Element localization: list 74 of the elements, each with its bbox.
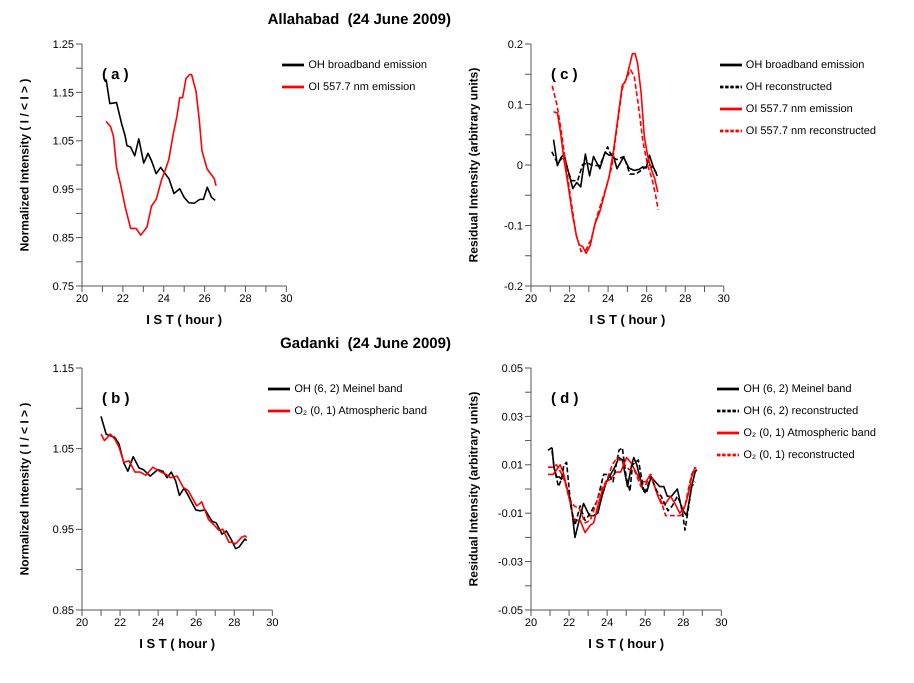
- x-tick-label: 26: [640, 292, 653, 305]
- y-tick-label: -0.01: [498, 508, 523, 520]
- y-tick-label: 0.03: [502, 411, 523, 424]
- x-tick-label: 28: [677, 616, 690, 629]
- legend-label: OI 557.7 nm reconstructed: [746, 124, 876, 137]
- y-tick-label: -0.05: [498, 604, 523, 617]
- line-series: [100, 416, 248, 550]
- x-tick-label: 26: [639, 616, 652, 629]
- legend-label: OH (6, 2) Meinel band: [294, 382, 403, 395]
- y-tick-label: 0.95: [52, 184, 74, 196]
- y-axis-title: Normalized Intensity ( I / < I > ): [17, 402, 32, 576]
- y-axis-title: Normalized Intensity ( I / < I > ): [17, 78, 32, 252]
- legend-label: O₂ (0, 1) Atmospheric band: [294, 404, 427, 417]
- x-tick-label: 28: [679, 292, 692, 305]
- legend-label: OH broadband emission: [746, 58, 864, 71]
- x-tick-label: 22: [114, 616, 126, 629]
- x-tick-label: 30: [280, 292, 292, 305]
- x-axis-title: I S T ( hour ): [146, 312, 222, 327]
- legend-label: OH reconstructed: [746, 80, 832, 93]
- y-tick-label: -0.2: [504, 280, 523, 293]
- legend-label: O₂ (0, 1) reconstructed: [743, 448, 855, 461]
- text: Gadanki (24 June 2009): [279, 334, 451, 354]
- x-tick-label: 22: [562, 616, 576, 629]
- x-axis-title: I S T ( hour ): [139, 636, 216, 651]
- x-tick-label: 24: [601, 616, 614, 629]
- y-tick-label: 1.15: [52, 87, 74, 100]
- y-tick-label: 0.2: [508, 38, 523, 51]
- x-tick-label: 24: [152, 616, 164, 629]
- legend-label: OH (6, 2) reconstructed: [743, 404, 858, 417]
- y-tick-label: -0.03: [498, 556, 523, 569]
- y-tick-label: 0.01: [502, 460, 523, 472]
- y-tick-label: 0.95: [52, 524, 74, 536]
- y-tick-label: 1.05: [52, 136, 74, 148]
- x-tick-label: 20: [76, 292, 88, 305]
- y-tick-label: 0.75: [52, 280, 74, 293]
- x-tick-label: 26: [198, 292, 211, 305]
- y-tick-label: 0.85: [52, 604, 74, 617]
- y-tick-label: 0.85: [52, 232, 74, 245]
- x-tick-label: 26: [190, 616, 202, 629]
- x-tick-label: 30: [718, 292, 730, 305]
- legend-label: OH (6, 2) Meinel band: [743, 382, 852, 395]
- x-tick-label: 24: [158, 292, 170, 305]
- x-tick-label: 30: [266, 616, 278, 629]
- x-tick-label: 20: [524, 616, 538, 629]
- x-tick-label: 22: [116, 292, 129, 305]
- line-series: [100, 433, 248, 545]
- annotation: ( c ): [551, 66, 578, 83]
- y-tick-label: -0.1: [504, 220, 523, 232]
- annotation: ( d ): [551, 390, 578, 407]
- y-tick-label: 0: [516, 160, 523, 172]
- y-axis-title: Residual Intensity (arbitrary units): [466, 392, 480, 586]
- x-tick-label: 28: [239, 292, 252, 305]
- x-tick-label: 30: [715, 616, 728, 629]
- x-tick-label: 20: [76, 616, 88, 629]
- x-axis-title: I S T ( hour ): [589, 312, 666, 327]
- x-tick-label: 20: [524, 292, 538, 305]
- annotation: ( b ): [102, 390, 130, 407]
- y-tick-label: 0.1: [508, 99, 523, 112]
- legend-label: OI 557.7 nm emission: [308, 80, 416, 93]
- x-tick-label: 28: [228, 616, 240, 629]
- y-axis-title: Residual Intensity (arbitrary units): [466, 68, 480, 262]
- line-series: [552, 138, 658, 190]
- x-tick-label: 24: [602, 292, 614, 305]
- y-tick-label: 1.15: [52, 362, 74, 375]
- x-axis-title: I S T ( hour ): [588, 636, 664, 651]
- y-tick-label: 1.05: [52, 444, 74, 456]
- legend-label: O₂ (0, 1) Atmospheric band: [743, 426, 876, 439]
- y-tick-label: 0.05: [502, 362, 523, 375]
- legend-label: OH broadband emission: [308, 58, 427, 71]
- x-tick-label: 22: [563, 292, 576, 305]
- annotation: ( a ): [102, 66, 129, 83]
- text: Allahabad (24 June 2009): [266, 10, 451, 30]
- legend-label: OI 557.7 nm emission: [746, 102, 853, 115]
- y-tick-label: 1.25: [52, 38, 74, 51]
